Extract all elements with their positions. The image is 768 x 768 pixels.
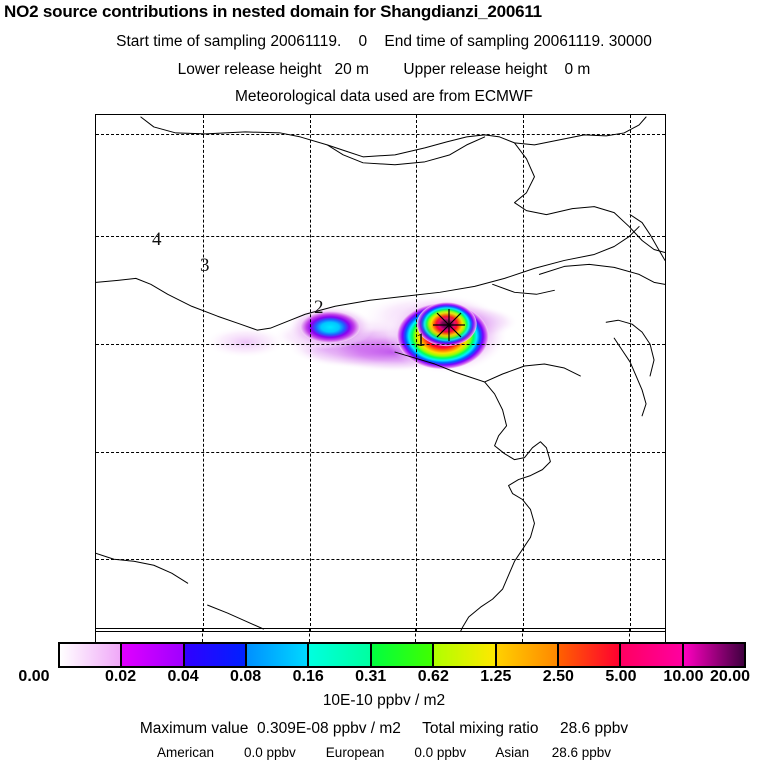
colorbar-label-8: 2.50 [542,668,574,685]
release-height-line: Lower release height 20 m Upper release … [177,61,591,78]
footer-summary-line: Maximum value 0.309E-08 ppbv / m2 Total … [139,720,629,737]
gridline-v-4 [523,115,524,631]
colorbar[interactable] [58,642,746,668]
colorbar-segment-3 [247,644,310,666]
colorbar-segment-2 [184,644,248,666]
footer-regions-line: American 0.0 ppbv European 0.0 ppbv Asia… [156,745,611,760]
colorbar-label-0: 0.00 [18,668,50,685]
colorbar-label-6: 0.62 [417,668,449,685]
gridline-h-1 [96,134,665,135]
page-title: NO2 source contributions in nested domai… [4,2,542,21]
colorbar-tick-2 [415,628,416,642]
gridline-h-5 [96,559,665,560]
colorbar-segment-4 [309,644,372,666]
gridline-h-4 [96,452,665,453]
colorbar-label-10: 10.00 [663,668,704,685]
colorbar-tick-top-rule [95,628,666,629]
colorbar-unit-label: 10E-10 ppbv / m2 [322,692,446,709]
colorbar-tick-labels: 0.00 0.02 0.04 0.08 0.16 0.31 0.62 1.25 2.50 5.00… [0,668,768,690]
colorbar-segment-9 [621,644,684,666]
colorbar-segment-10 [683,644,744,666]
colorbar-segment-1 [122,644,185,666]
gridline-v-3 [416,115,417,631]
colorbar-label-7: 1.25 [480,668,512,685]
colorbar-label-2: 0.04 [167,668,199,685]
map-coastlines [96,116,665,631]
gridline-v-2 [310,115,311,631]
gridline-h-3 [96,344,665,345]
gridline-v-1 [203,115,204,631]
gridline-h-2 [96,236,665,237]
colorbar-segment-5 [371,644,435,666]
colorbar-tick-1 [309,628,310,642]
colorbar-tick-marks [58,628,746,642]
contour-label-3: 3 [200,255,210,276]
colorbar-tick-frame [95,628,666,642]
gridline-v-5 [630,115,631,631]
colorbar-label-3: 0.08 [230,668,262,685]
colorbar-segment-6 [434,644,497,666]
met-data-line: Meteorological data used are from ECMWF [234,88,534,105]
plume-field [203,294,519,374]
contour-label-4: 4 [152,229,162,250]
colorbar-segment-7 [496,644,559,666]
colorbar-gradient[interactable] [58,642,746,668]
colorbar-tick-3 [522,628,523,642]
sampling-time-line: Start time of sampling 20061119. 0 End t… [116,33,652,50]
contour-label-1: 1 [416,330,426,351]
colorbar-segment-8 [558,644,622,666]
map-plot-area: 4 3 2 1 [95,114,666,632]
colorbar-segment-0 [60,644,123,666]
colorbar-label-4: 0.16 [292,668,324,685]
colorbar-tick-4 [629,628,630,642]
colorbar-label-11: 20.00 [709,668,751,685]
colorbar-tick-0 [202,628,203,642]
colorbar-label-1: 0.02 [104,668,137,685]
colorbar-label-9: 5.00 [605,668,637,685]
colorbar-label-5: 0.31 [355,668,387,685]
contour-label-2: 2 [314,297,324,318]
release-site-marker-icon [433,309,465,341]
